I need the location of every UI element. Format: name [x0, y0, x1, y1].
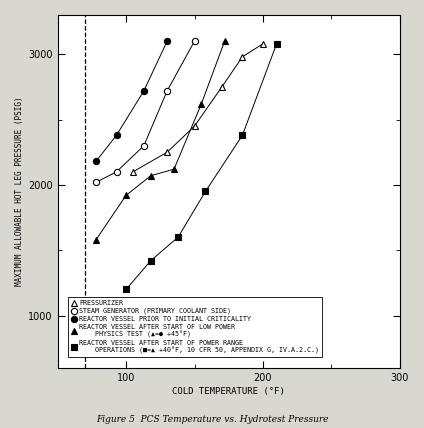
- Legend: PRESSURIZER, STEAM GENERATOR (PRIMARY COOLANT SIDE), REACTOR VESSEL PRIOR TO INI: PRESSURIZER, STEAM GENERATOR (PRIMARY CO…: [68, 297, 323, 357]
- X-axis label: COLD TEMPERATURE (°F): COLD TEMPERATURE (°F): [172, 387, 285, 396]
- Text: Figure 5  PCS Temperature vs. Hydrotest Pressure: Figure 5 PCS Temperature vs. Hydrotest P…: [96, 415, 328, 424]
- Text: 32°F: 32°F: [144, 321, 164, 330]
- Y-axis label: MAXIMUM ALLOWABLE HOT LEG PRESSURE (PSIG): MAXIMUM ALLOWABLE HOT LEG PRESSURE (PSIG…: [15, 97, 24, 286]
